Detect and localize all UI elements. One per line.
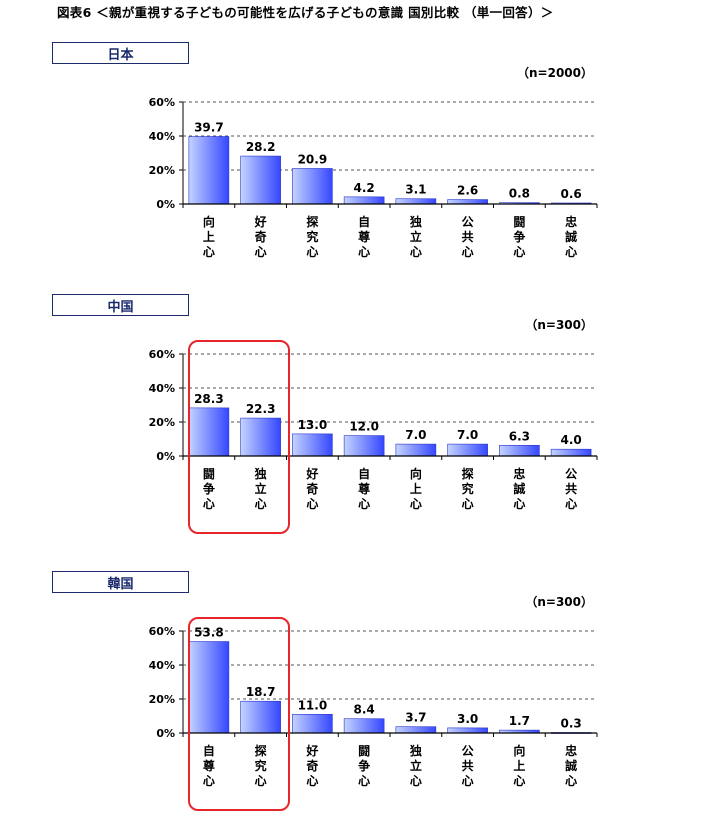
y-tick-label: 40% bbox=[149, 382, 175, 395]
category-label: 好奇心 bbox=[254, 214, 267, 259]
category-label: 闘争心 bbox=[358, 744, 370, 788]
category-label: 向上心 bbox=[513, 743, 525, 788]
bar bbox=[188, 136, 230, 205]
value-label: 39.7 bbox=[194, 121, 224, 135]
bar bbox=[292, 433, 333, 457]
country-label: 日本 bbox=[52, 42, 189, 64]
category-label: 独立心 bbox=[409, 743, 422, 788]
y-tick-label: 40% bbox=[149, 659, 175, 672]
value-label: 12.0 bbox=[349, 420, 379, 434]
category-label: 自尊心 bbox=[358, 214, 370, 259]
category-label: 忠誠心 bbox=[565, 214, 577, 259]
category-label: 忠誠心 bbox=[513, 466, 525, 511]
value-label: 0.6 bbox=[560, 187, 581, 201]
country-label: 中国 bbox=[52, 294, 189, 316]
sample-size-label: （n=300） bbox=[525, 318, 593, 332]
value-label: 2.6 bbox=[457, 184, 478, 198]
highlight-frame bbox=[188, 340, 290, 534]
sample-size-label: （n=300） bbox=[525, 595, 593, 609]
y-tick-label: 0% bbox=[156, 727, 175, 740]
category-label: 独立心 bbox=[254, 466, 267, 511]
chart-panel-korea: 韓国 （n=300） 0% 20% 40% 60% 53.8 自尊心 18.7 探究心 11.0… bbox=[0, 571, 711, 831]
value-label: 0.8 bbox=[509, 187, 530, 201]
bar bbox=[240, 417, 281, 457]
country-label: 韓国 bbox=[52, 571, 189, 593]
value-label: 6.3 bbox=[509, 429, 530, 443]
bar bbox=[292, 714, 333, 734]
value-label: 18.7 bbox=[246, 685, 276, 699]
chart-panel-japan: 日本 （n=2000） 0% 20% 40% 60% 39.7 向上心 28.2 好奇心 20.… bbox=[0, 42, 711, 302]
bar bbox=[395, 198, 437, 205]
y-tick-label: 40% bbox=[149, 130, 175, 143]
value-label: 7.0 bbox=[457, 428, 478, 442]
category-label: 好奇心 bbox=[305, 466, 318, 511]
value-label: 13.0 bbox=[298, 418, 328, 432]
category-label: 好奇心 bbox=[305, 743, 318, 788]
category-label: 自尊心 bbox=[358, 466, 370, 511]
bar-chart-china: 0% 20% 40% 60% 28.3 闘争心 22.3 独立心 13.0 好奇心 12.0 自尊心 7… bbox=[149, 348, 598, 511]
figure-title: 図表6 ＜親が重視する子どもの可能性を広げる子どもの意識 国別比較 （単一回答）… bbox=[57, 5, 554, 20]
y-tick-label: 60% bbox=[149, 625, 175, 638]
value-label: 7.0 bbox=[405, 428, 426, 442]
bar bbox=[395, 726, 437, 734]
y-tick-label: 60% bbox=[149, 348, 175, 361]
category-label: 公共心 bbox=[462, 215, 474, 259]
category-label: 公共心 bbox=[565, 467, 577, 511]
chart-panel-china: 中国 （n=300） 0% 20% 40% 60% 28.3 闘争心 22.3 独立心 13.0… bbox=[0, 294, 711, 554]
value-label: 0.3 bbox=[560, 716, 581, 730]
category-label: 公共心 bbox=[462, 744, 474, 788]
highlight-frame bbox=[188, 617, 290, 811]
value-label: 11.0 bbox=[298, 698, 328, 712]
y-tick-label: 60% bbox=[149, 96, 175, 109]
category-label: 探究心 bbox=[306, 214, 318, 259]
bar bbox=[447, 199, 488, 205]
value-label: 3.1 bbox=[405, 183, 426, 197]
category-label: 忠誠心 bbox=[565, 743, 577, 788]
value-label: 4.0 bbox=[560, 433, 581, 447]
bar-chart-korea: 0% 20% 40% 60% 53.8 自尊心 18.7 探究心 11.0 好奇心 8.4 闘争心 3.… bbox=[149, 625, 598, 788]
category-label: 向上心 bbox=[410, 466, 422, 511]
bar bbox=[343, 196, 385, 205]
y-tick-label: 0% bbox=[156, 450, 175, 463]
bar bbox=[240, 155, 281, 205]
category-label: 闘争心 bbox=[203, 467, 215, 511]
bar bbox=[343, 435, 385, 457]
value-label: 3.7 bbox=[405, 711, 426, 725]
category-label: 向上心 bbox=[203, 214, 215, 259]
value-label: 22.3 bbox=[246, 402, 276, 416]
bar bbox=[343, 718, 385, 734]
value-label: 20.9 bbox=[298, 152, 328, 166]
bar bbox=[240, 700, 281, 734]
category-label: 闘争心 bbox=[513, 215, 525, 259]
bar bbox=[395, 443, 437, 457]
bar bbox=[188, 641, 230, 734]
value-label: 8.4 bbox=[353, 703, 374, 717]
value-label: 28.2 bbox=[246, 140, 276, 154]
y-tick-label: 20% bbox=[149, 693, 175, 706]
bar bbox=[499, 444, 540, 457]
value-label: 1.7 bbox=[509, 714, 530, 728]
value-label: 4.2 bbox=[353, 181, 374, 195]
bar bbox=[292, 168, 333, 205]
bar bbox=[447, 443, 488, 457]
category-label: 探究心 bbox=[255, 743, 267, 788]
category-label: 独立心 bbox=[409, 214, 422, 259]
value-label: 28.3 bbox=[194, 392, 224, 406]
bar-chart-japan: 0% 20% 40% 60% 39.7 向上心 28.2 好奇心 20.9 探究心 4.2 自尊心 3.… bbox=[149, 96, 598, 259]
y-tick-label: 20% bbox=[149, 164, 175, 177]
y-tick-label: 0% bbox=[156, 198, 175, 211]
category-label: 自尊心 bbox=[203, 743, 215, 788]
bar bbox=[550, 448, 592, 457]
category-label: 探究心 bbox=[462, 466, 474, 511]
value-label: 53.8 bbox=[194, 626, 224, 640]
value-label: 3.0 bbox=[457, 712, 478, 726]
bar bbox=[447, 727, 488, 734]
sample-size-label: （n=2000） bbox=[517, 66, 593, 80]
y-tick-label: 20% bbox=[149, 416, 175, 429]
